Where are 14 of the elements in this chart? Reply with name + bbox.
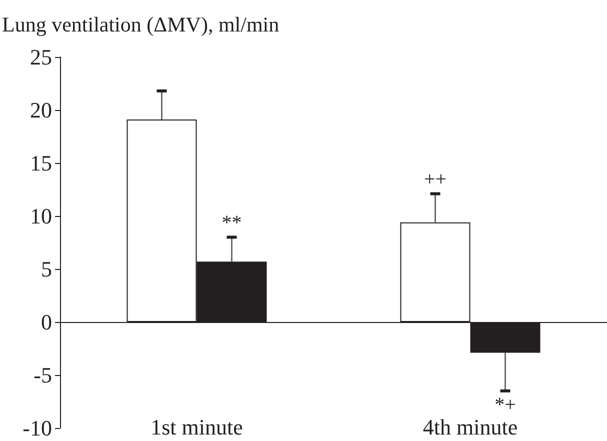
y-tick-label: 20 (30, 98, 52, 122)
annotation: ++ (424, 168, 447, 191)
y-axis-title: Lung ventilation (ΔMV), ml/min (2, 12, 280, 36)
y-tick-label: 25 (30, 44, 52, 70)
y-tick-label: 10 (30, 204, 52, 228)
y-tick-label: -5 (34, 362, 52, 388)
y-tick-label: 15 (30, 150, 52, 176)
annotation: ** (222, 212, 242, 234)
x-tick-label: 4th minute (422, 414, 518, 440)
annotation: *+ (494, 394, 516, 416)
y-tick-label: 0 (41, 310, 52, 334)
x-tick-label: 1st minute (150, 414, 243, 440)
y-tick-label: -10 (22, 416, 52, 440)
y-tick-label: 5 (41, 256, 52, 282)
